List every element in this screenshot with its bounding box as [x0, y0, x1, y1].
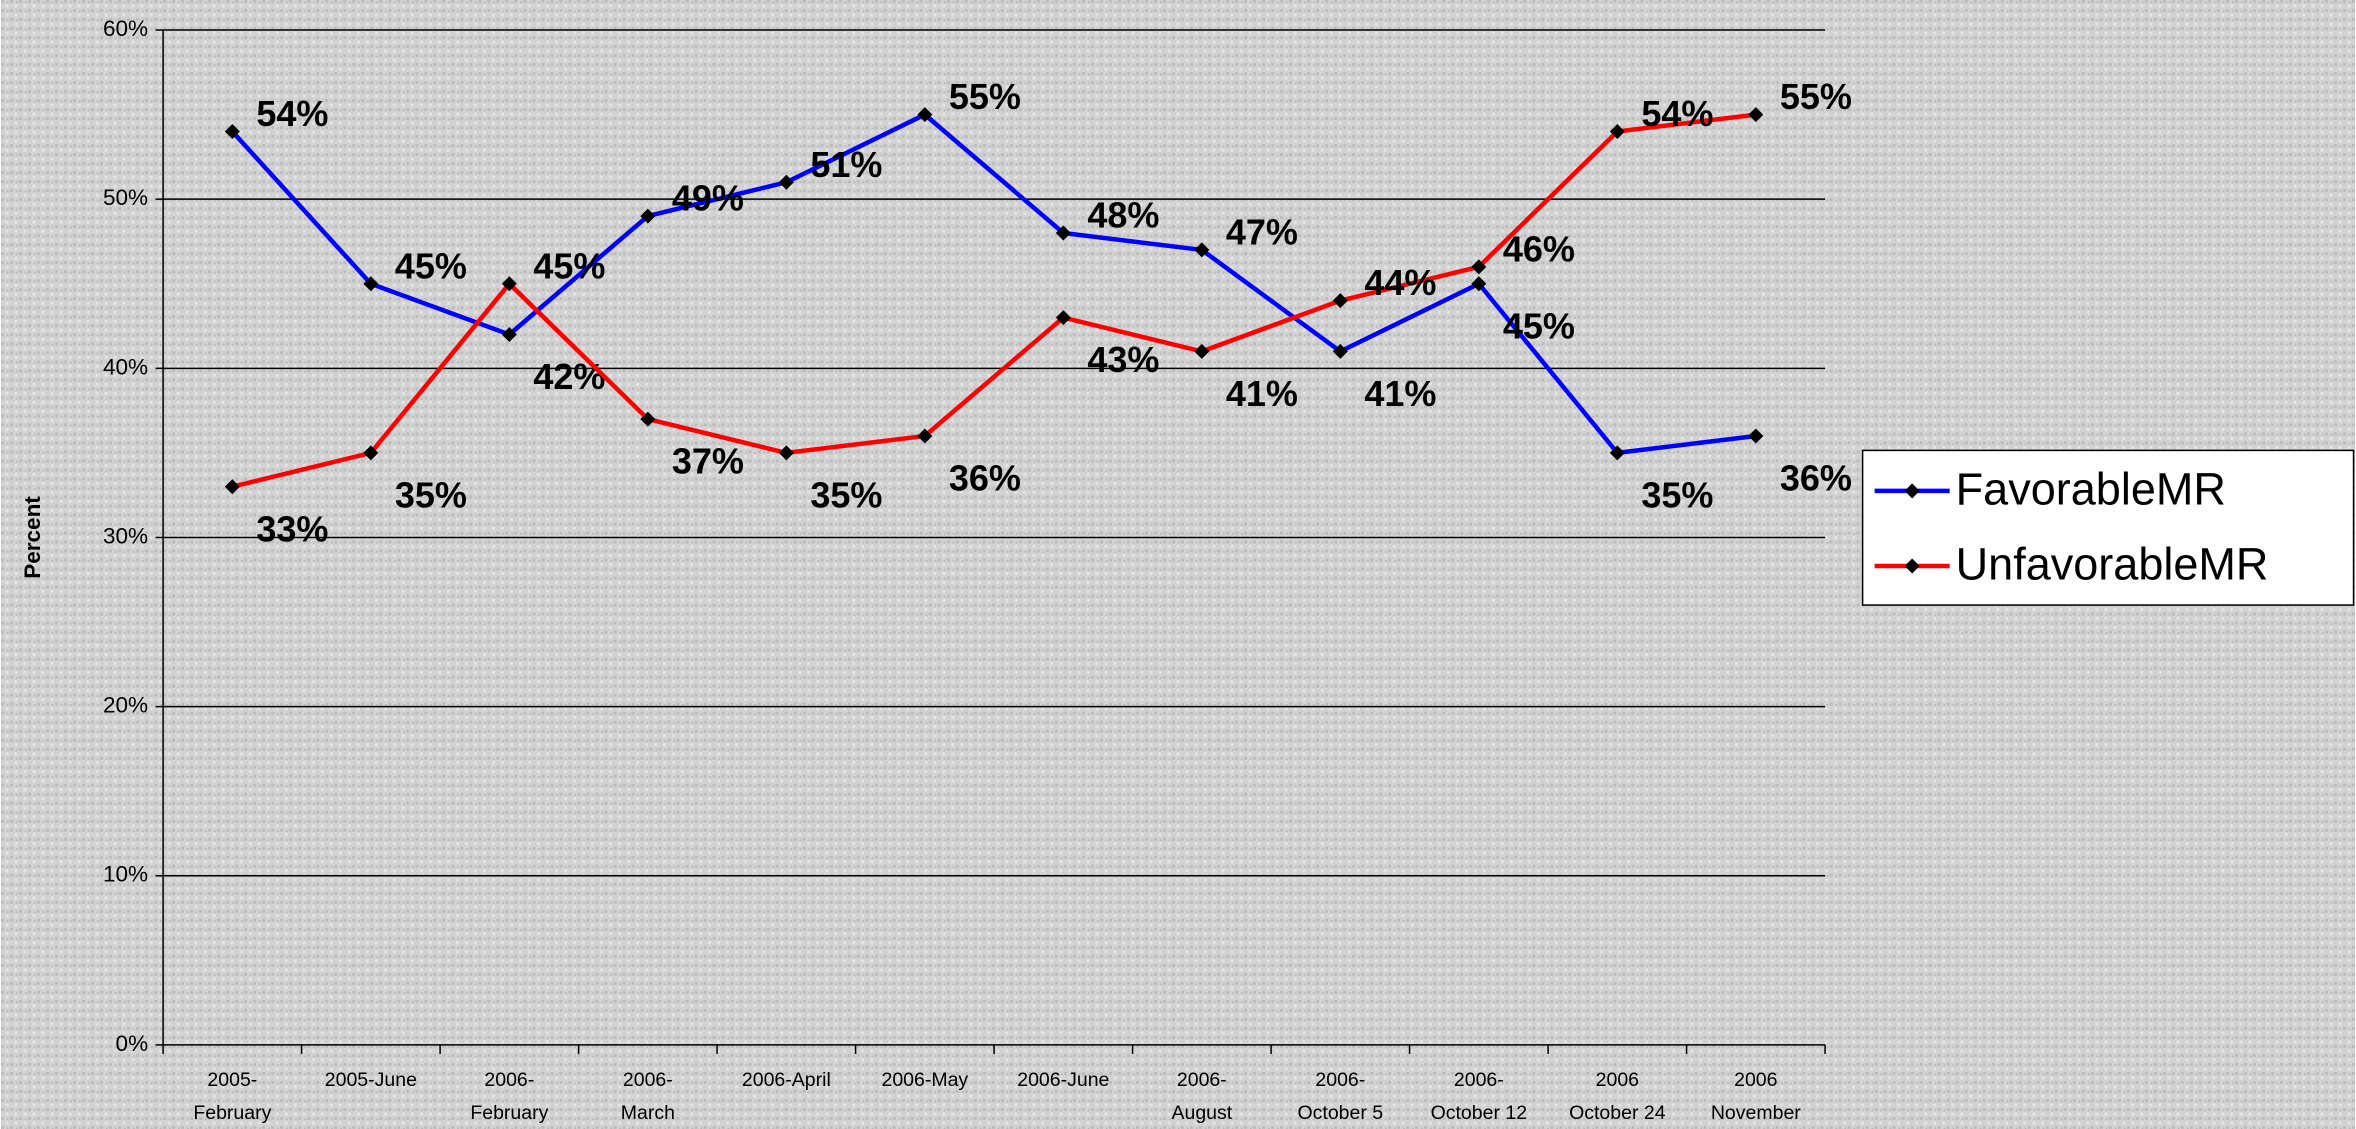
marker: [224, 479, 240, 495]
x-tick-label: 2006-: [623, 1069, 673, 1091]
data-label: 36%: [949, 458, 1021, 499]
data-label: 42%: [533, 356, 605, 397]
marker: [363, 445, 379, 461]
x-tick-label: 2006-May: [881, 1069, 968, 1091]
data-label: 33%: [256, 508, 328, 549]
marker: [778, 174, 794, 190]
x-tick-label: 2005-June: [325, 1069, 417, 1091]
marker: [1332, 343, 1348, 359]
x-tick-label: 2006-June: [1017, 1069, 1109, 1091]
legend-marker: [1904, 558, 1920, 574]
data-label: 35%: [810, 474, 882, 515]
series-line: [230, 111, 1757, 456]
x-tick-label: November: [1711, 1102, 1801, 1124]
x-tick-label: February: [193, 1102, 271, 1124]
x-tick-label: 2005-: [207, 1069, 257, 1091]
y-tick-label: 20%: [103, 693, 148, 718]
x-tick-label: October 12: [1431, 1102, 1527, 1124]
marker: [1055, 225, 1071, 241]
marker: [1748, 107, 1764, 123]
marker: [501, 276, 517, 292]
x-tick-label: 2006: [1596, 1069, 1639, 1091]
x-tick-label: 2006-: [1315, 1069, 1365, 1091]
x-tick-label: 2006: [1734, 1069, 1777, 1091]
y-tick-label: 0%: [116, 1031, 149, 1056]
data-label: 45%: [1503, 305, 1575, 346]
data-label: 55%: [949, 76, 1021, 117]
x-tick-label: October 5: [1298, 1102, 1384, 1124]
marker: [640, 208, 656, 224]
marker: [224, 124, 240, 140]
x-tick-label: February: [470, 1102, 548, 1124]
data-label: 47%: [1226, 211, 1298, 252]
marker: [1748, 428, 1764, 444]
data-label: 35%: [395, 474, 467, 515]
y-tick-label: 30%: [103, 523, 148, 548]
y-tick-label: 60%: [103, 16, 148, 41]
data-label: 45%: [395, 245, 467, 286]
x-tick-label: 2006-: [1177, 1069, 1227, 1091]
marker: [1055, 310, 1071, 326]
marker: [917, 107, 933, 123]
y-tick-label: 50%: [103, 185, 148, 210]
marker: [1332, 293, 1348, 309]
legend-label: UnfavorableMR: [1956, 538, 2269, 589]
y-tick-label: 10%: [103, 862, 148, 887]
data-label: 49%: [672, 178, 744, 219]
marker: [1609, 124, 1625, 140]
data-label: 45%: [533, 245, 605, 286]
data-label: 55%: [1780, 76, 1852, 117]
legend-label: FavorableMR: [1956, 463, 2226, 514]
x-tick-label: October 24: [1569, 1102, 1666, 1124]
legend-marker: [1904, 483, 1920, 499]
x-tick-label: 2006-: [1454, 1069, 1504, 1091]
y-axis-label: Percent: [20, 496, 45, 579]
marker: [1194, 343, 1210, 359]
data-label: 36%: [1780, 458, 1852, 499]
legend-box: [1861, 449, 2355, 606]
data-label: 44%: [1364, 262, 1436, 303]
data-label: 41%: [1226, 373, 1298, 414]
y-tick-label: 40%: [103, 354, 148, 379]
x-tick-label: 2006-: [484, 1069, 534, 1091]
x-tick-label: March: [621, 1102, 675, 1124]
x-tick-label: 2006-April: [742, 1069, 831, 1091]
data-label: 37%: [672, 441, 744, 482]
marker: [363, 276, 379, 292]
x-tick-label: August: [1171, 1102, 1232, 1124]
data-label: 41%: [1364, 373, 1436, 414]
marker: [1609, 445, 1625, 461]
marker: [640, 411, 656, 427]
marker: [917, 428, 933, 444]
data-label: 43%: [1087, 339, 1159, 380]
data-label: 54%: [256, 93, 328, 134]
series-line: [231, 112, 1757, 489]
data-label: 35%: [1641, 474, 1713, 515]
data-label: 46%: [1503, 228, 1575, 269]
data-label: 48%: [1087, 195, 1159, 236]
marker: [778, 445, 794, 461]
marker: [1194, 242, 1210, 258]
data-label: 51%: [810, 144, 882, 185]
marker: [501, 326, 517, 343]
data-label: 54%: [1641, 93, 1713, 134]
